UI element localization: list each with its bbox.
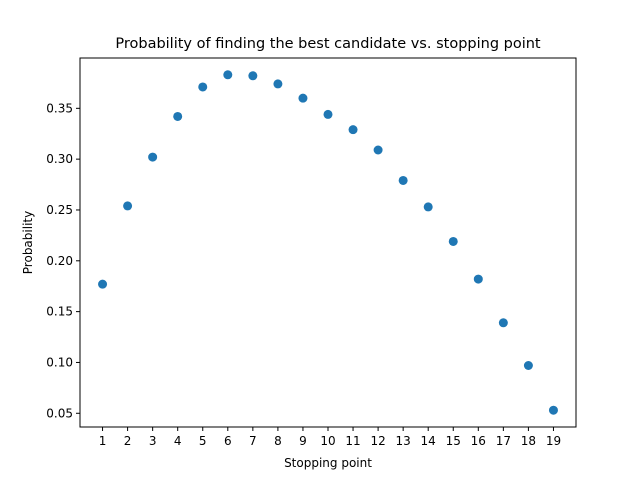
y-axis: 0.05 0.10 0.15 0.20 0.25 0.30 0.35: [46, 101, 80, 420]
data-point: [398, 175, 408, 185]
data-point: [348, 125, 358, 135]
x-tick-label: 17: [496, 434, 511, 448]
data-point: [198, 82, 208, 92]
x-tick-label: 13: [396, 434, 411, 448]
x-tick-label: 5: [199, 434, 207, 448]
x-tick-label: 1: [99, 434, 107, 448]
data-point: [248, 71, 258, 81]
x-tick-label: 6: [224, 434, 232, 448]
data-point: [123, 201, 133, 211]
x-tick-label: 16: [471, 434, 486, 448]
x-tick-label: 3: [149, 434, 157, 448]
data-point: [148, 152, 158, 162]
data-point: [473, 274, 483, 284]
x-tick-label: 9: [299, 434, 307, 448]
plot-frame: [79, 57, 577, 428]
x-tick-label: 11: [345, 434, 360, 448]
x-tick-label: 19: [546, 434, 561, 448]
data-point: [223, 70, 233, 80]
data-point: [423, 202, 433, 212]
data-points: [98, 70, 558, 415]
y-tick-label: 0.25: [46, 203, 73, 217]
x-tick-label: 7: [249, 434, 257, 448]
data-point: [323, 109, 333, 119]
x-tick-label: 2: [124, 434, 132, 448]
y-axis-label: Probability: [21, 211, 35, 274]
data-point: [498, 318, 508, 328]
x-tick-label: 8: [274, 434, 282, 448]
data-point: [523, 361, 533, 370]
x-tick-label: 10: [320, 434, 335, 448]
data-point: [298, 93, 308, 103]
y-tick-label: 0.30: [46, 152, 73, 166]
data-point: [448, 236, 458, 246]
data-point: [273, 79, 283, 89]
x-tick-label: 12: [370, 434, 385, 448]
x-axis-label: Stopping point: [284, 456, 372, 470]
data-point: [98, 279, 108, 289]
y-tick-label: 0.35: [46, 101, 73, 115]
data-point: [548, 405, 558, 415]
y-tick-label: 0.10: [46, 355, 73, 369]
y-tick-label: 0.15: [46, 305, 73, 319]
data-point: [173, 111, 183, 121]
x-tick-label: 14: [421, 434, 436, 448]
data-point: [373, 145, 383, 155]
x-tick-label: 15: [446, 434, 461, 448]
x-tick-label: 4: [174, 434, 182, 448]
y-tick-label: 0.05: [46, 406, 73, 420]
chart-title: Probability of finding the best candidat…: [115, 36, 541, 52]
x-axis: 1 2 3 4 5 6 7 8 9 10 11 12 13 14 15 16 17 18 19: [99, 427, 561, 448]
y-tick-label: 0.20: [46, 254, 73, 268]
x-tick-label: 18: [521, 434, 536, 448]
